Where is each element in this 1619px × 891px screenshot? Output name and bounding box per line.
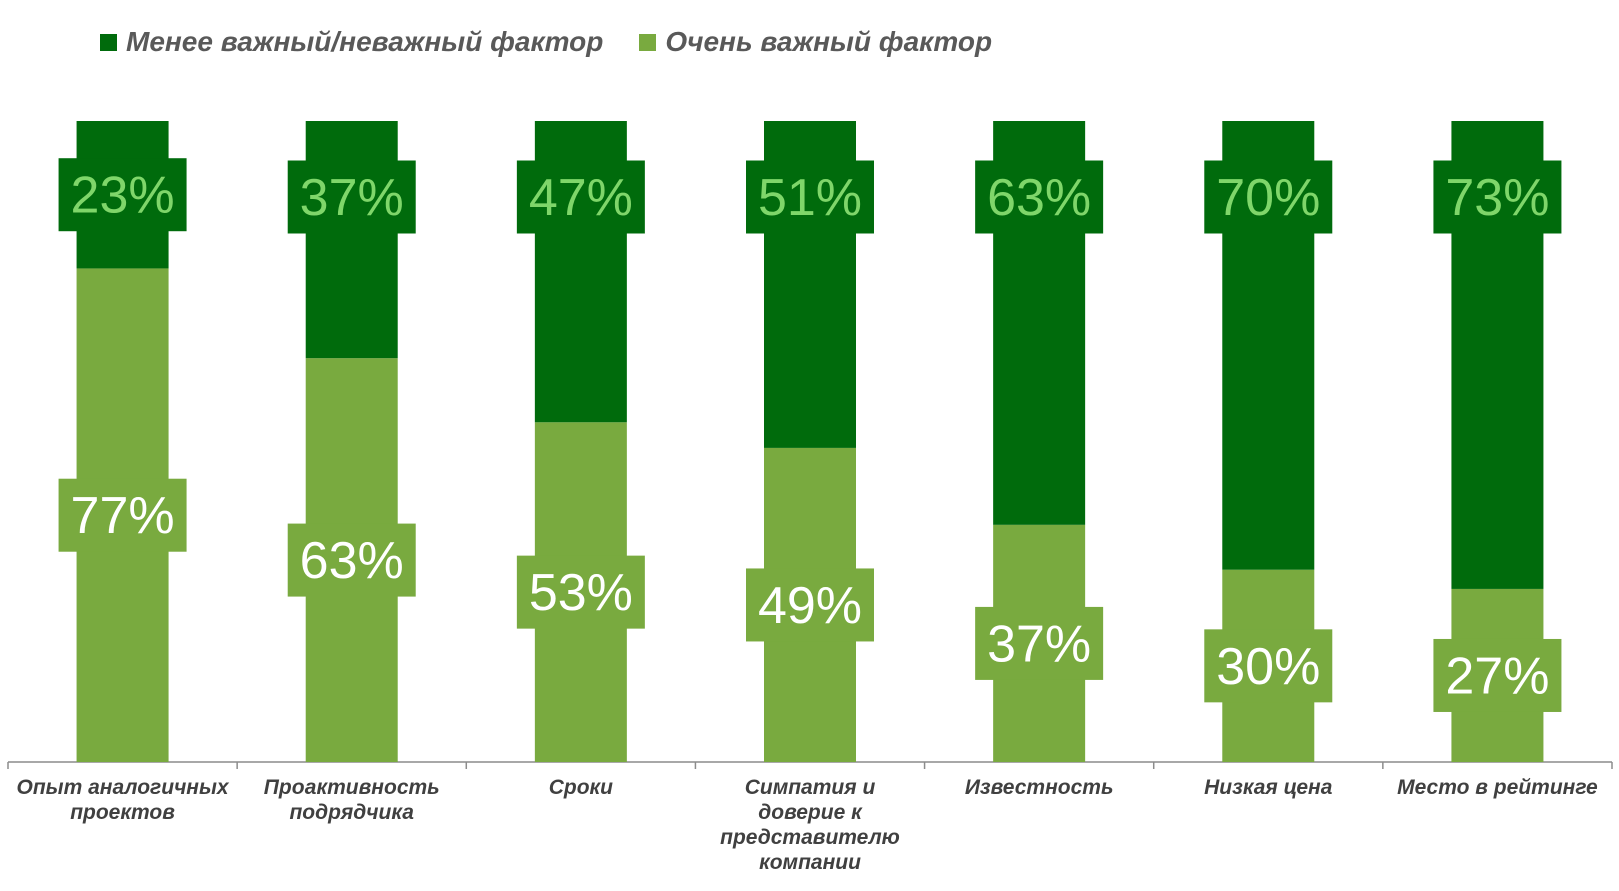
- x-tick-label: Известность: [965, 776, 1114, 799]
- chart-legend: Менее важный/неважный фактор Очень важны…: [100, 26, 1028, 58]
- data-label-less-important: 47%: [529, 169, 633, 227]
- legend-label-less-important: Менее важный/неважный фактор: [126, 26, 604, 57]
- data-label-very-important: 53%: [529, 564, 633, 622]
- data-label-very-important: 27%: [1445, 647, 1549, 705]
- data-label-box-less-important: [1433, 160, 1562, 234]
- data-label-box-less-important: [975, 160, 1104, 234]
- legend-item-very-important: Очень важный фактор: [639, 26, 992, 58]
- data-label-less-important: 63%: [987, 169, 1091, 227]
- legend-item-less-important: Менее важный/неважный фактор: [100, 26, 603, 58]
- data-label-box-less-important: [287, 160, 416, 234]
- data-label-less-important: 23%: [71, 167, 175, 225]
- data-label-very-important: 37%: [987, 615, 1091, 673]
- x-tick-label-line: компании: [759, 851, 861, 874]
- data-label-box-very-important: [975, 606, 1104, 680]
- data-label-box-very-important: [516, 555, 645, 629]
- data-label-box-less-important: [516, 160, 645, 234]
- data-label-box-very-important: [1433, 638, 1562, 712]
- data-label-less-important: 70%: [1216, 169, 1320, 227]
- x-tick-label: Низкая цена: [1204, 776, 1333, 799]
- data-label-very-important: 30%: [1216, 638, 1320, 696]
- x-tick-label-line: Сроки: [549, 776, 613, 799]
- data-label-very-important: 63%: [300, 532, 404, 590]
- legend-swatch-very-important: [639, 33, 657, 51]
- x-tick-label-line: Симпатия и: [745, 776, 876, 799]
- data-label-box-very-important: [1204, 629, 1333, 703]
- x-tick-label-line: подрядчика: [289, 801, 414, 824]
- data-label-box-very-important: [287, 523, 416, 597]
- data-label-less-important: 51%: [758, 169, 862, 227]
- data-label-box-very-important: [746, 568, 874, 642]
- data-label-very-important: 77%: [71, 487, 175, 545]
- x-tick-label-line: Проактивность: [264, 776, 440, 799]
- bar-segment-less-important: [305, 121, 398, 359]
- data-label-very-important: 49%: [758, 577, 862, 635]
- x-tick-label-line: Известность: [965, 776, 1114, 799]
- x-tick-label-line: Место в рейтинге: [1397, 776, 1598, 799]
- x-tick-label-line: проектов: [70, 801, 175, 824]
- x-tick-label: Место в рейтинге: [1397, 776, 1598, 799]
- data-label-less-important: 37%: [300, 169, 404, 227]
- data-label-box-less-important: [746, 160, 874, 234]
- x-tick-label-line: Опыт аналогичных: [17, 776, 230, 799]
- data-label-less-important: 73%: [1445, 169, 1549, 227]
- legend-swatch-less-important: [100, 33, 117, 51]
- x-tick-label: Проактивность подрядчика: [264, 776, 440, 824]
- x-tick-label: Сроки: [549, 776, 613, 799]
- x-tick-label-line: доверие к: [758, 801, 863, 824]
- data-label-box-very-important: [58, 478, 187, 552]
- x-tick-label: Опыт аналогичных проектов: [17, 776, 230, 824]
- data-label-box-less-important: [1204, 160, 1333, 234]
- x-tick-label: Симпатия и доверие к представителю компании: [720, 776, 900, 874]
- legend-label-very-important: Очень важный фактор: [665, 26, 993, 57]
- x-tick-label-line: представителю: [720, 826, 900, 849]
- x-tick-label-line: Низкая цена: [1204, 776, 1333, 799]
- data-label-box-less-important: [58, 158, 187, 232]
